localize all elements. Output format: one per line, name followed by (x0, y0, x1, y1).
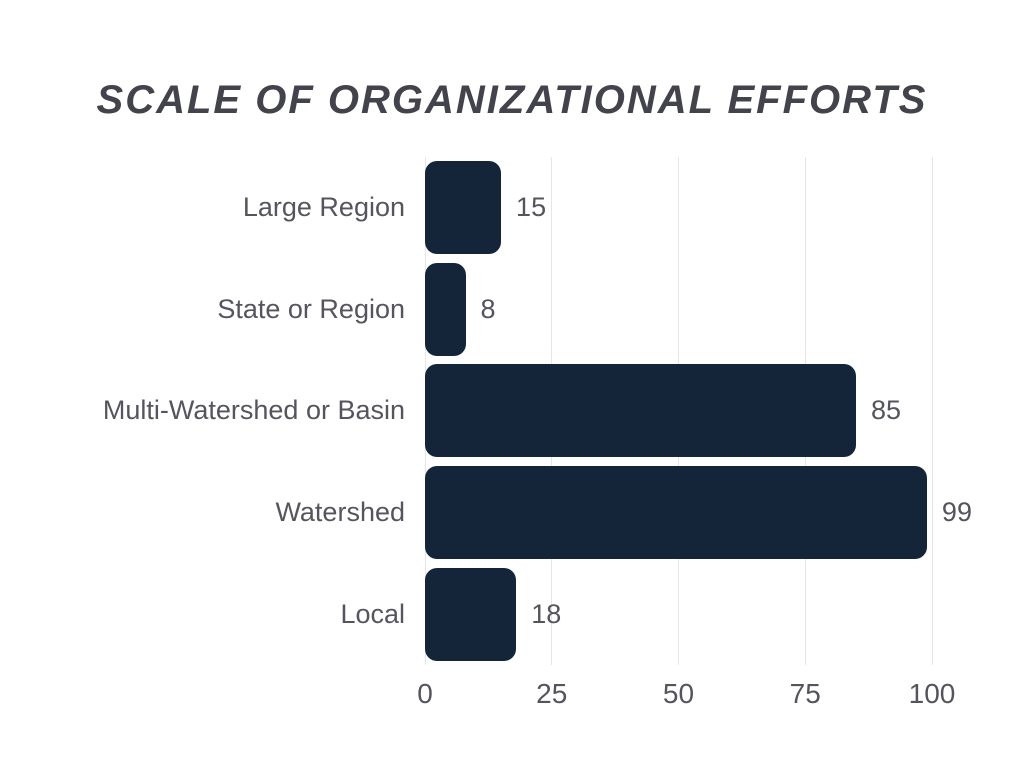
x-tick-label: 75 (789, 678, 821, 709)
value-label: 8 (480, 293, 496, 324)
x-tick-label: 0 (417, 678, 433, 709)
plot-area: Large Region 15 State or Region 8 Multi-Wate… (103, 157, 972, 709)
gridline-100 (931, 157, 933, 665)
bar-row: Local 18 (340, 563, 932, 665)
value-label: 85 (870, 395, 901, 426)
category-label: Local (340, 598, 405, 629)
bar-rows: Large Region 15 State or Region 8 Multi-Wate… (103, 157, 972, 665)
bar-row: State or Region 8 (217, 259, 932, 361)
category-label: Multi-Watershed or Basin (102, 395, 405, 426)
bar-row: Watershed 99 (275, 462, 972, 564)
category-label: Large Region (242, 192, 405, 223)
x-axis: 0 25 50 75 100 (417, 678, 955, 712)
value-label: 18 (531, 598, 562, 629)
category-label: Watershed (275, 497, 405, 528)
x-tick-label: 50 (662, 678, 695, 709)
bar (425, 262, 466, 356)
value-label: 99 (941, 497, 972, 528)
bar (425, 567, 517, 661)
category-label: State or Region (217, 293, 405, 324)
bar (425, 364, 856, 458)
bar-row: Large Region 15 (243, 157, 932, 259)
x-tick-label: 25 (536, 678, 568, 709)
bar-row: Multi-Watershed or Basin 85 (103, 360, 932, 462)
bar (425, 466, 927, 560)
value-label: 15 (516, 192, 547, 223)
bar (425, 161, 502, 255)
x-tick-label: 100 (908, 678, 956, 709)
chart-title: SCALE OF ORGANIZATIONAL EFFORTS (96, 78, 928, 122)
